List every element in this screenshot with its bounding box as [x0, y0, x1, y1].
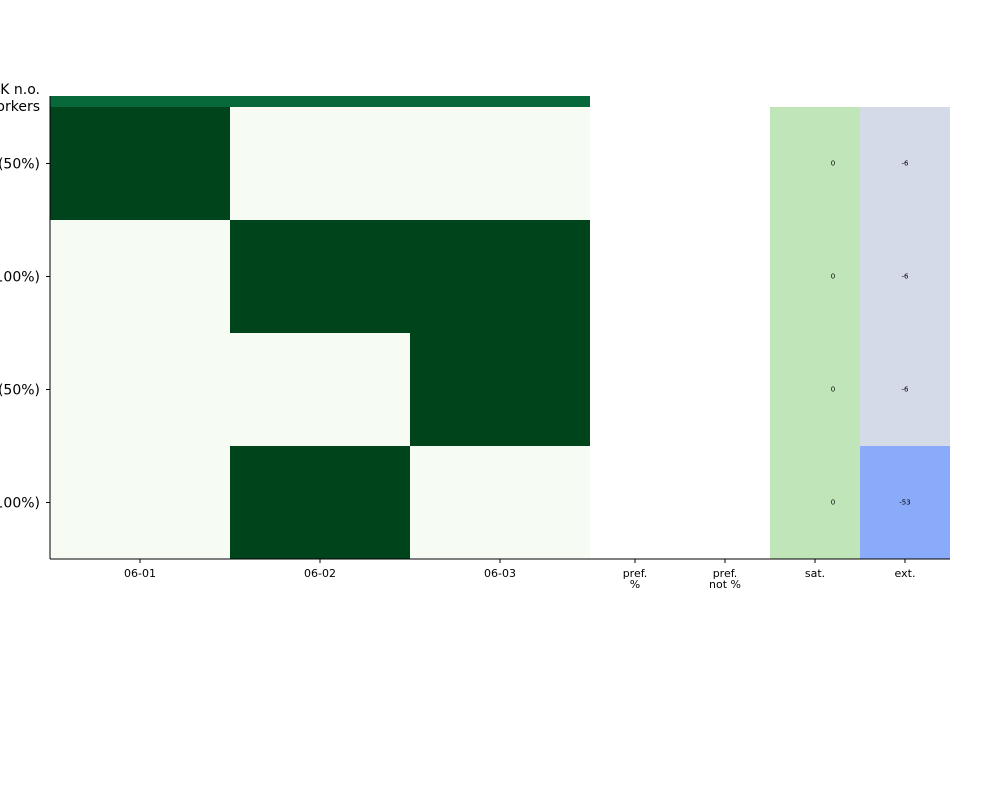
heatmap-cell [230, 220, 410, 333]
heatmap-cell [230, 107, 410, 220]
axes [46, 96, 950, 563]
summary-cell [590, 446, 680, 559]
summary-cell [770, 446, 860, 559]
summary-cell [860, 333, 950, 446]
heatmap-cell [410, 107, 590, 220]
heatmap-cell [50, 333, 230, 446]
summary-value: 0 [831, 160, 835, 168]
tick-labels: pref.%pref.not %sat. ext.06-01 06-02 06-03(… [0, 82, 915, 591]
top-bar [50, 96, 590, 108]
summary-cell [860, 107, 950, 220]
summary-value: 0 [831, 499, 835, 507]
summary-column-label: ext. [895, 567, 916, 580]
summary-cell [680, 220, 770, 333]
summary-value: -6 [902, 160, 910, 168]
summary-cell [770, 107, 860, 220]
heatmap-cell [50, 220, 230, 333]
summary-column-label: % [630, 578, 640, 591]
summary-cell [590, 220, 680, 333]
heatmap-cell [230, 446, 410, 559]
heatmap-cell [410, 220, 590, 333]
summary-cell [590, 333, 680, 446]
summary-value: -53 [899, 499, 910, 507]
summary-column-label: pref. [623, 567, 648, 580]
corner-label: orkers [0, 99, 40, 115]
x-tick-label: 06-01 [124, 567, 156, 580]
summary-value: -6 [902, 386, 910, 394]
y-tick-label: (50%) [0, 157, 40, 173]
y-tick-label: 100%) [0, 496, 40, 512]
heatmap-cell [50, 446, 230, 559]
heatmap-cell [410, 446, 590, 559]
summary-cell [860, 446, 950, 559]
summary-cell [680, 333, 770, 446]
y-tick-label: (50%) [0, 383, 40, 399]
summary-cell [770, 333, 860, 446]
summary-cell [860, 220, 950, 333]
summary-cell [680, 107, 770, 220]
summary-column-label: sat. [805, 567, 825, 580]
summary-cell [770, 220, 860, 333]
summary-column-label: pref. [713, 567, 738, 580]
top-bar-group [50, 96, 590, 108]
summary-value: 0 [831, 386, 835, 394]
summary-column-label: not % [709, 578, 741, 591]
summary-value: -6 [902, 273, 910, 281]
x-tick-label: 06-03 [484, 567, 516, 580]
summary-cell [590, 107, 680, 220]
assignment-cells [50, 107, 590, 559]
heatmap-cell [50, 107, 230, 220]
corner-label: K n.o. [0, 82, 40, 98]
heatmap-cell [410, 333, 590, 446]
y-tick-label: 100%) [0, 270, 40, 286]
heatmap-cell [230, 333, 410, 446]
summary-cell [680, 446, 770, 559]
summary-value: 0 [831, 273, 835, 281]
summary-columns: 0 0 0 0 -6 -6 -6 -53 [590, 107, 950, 559]
x-tick-label: 06-02 [304, 567, 336, 580]
